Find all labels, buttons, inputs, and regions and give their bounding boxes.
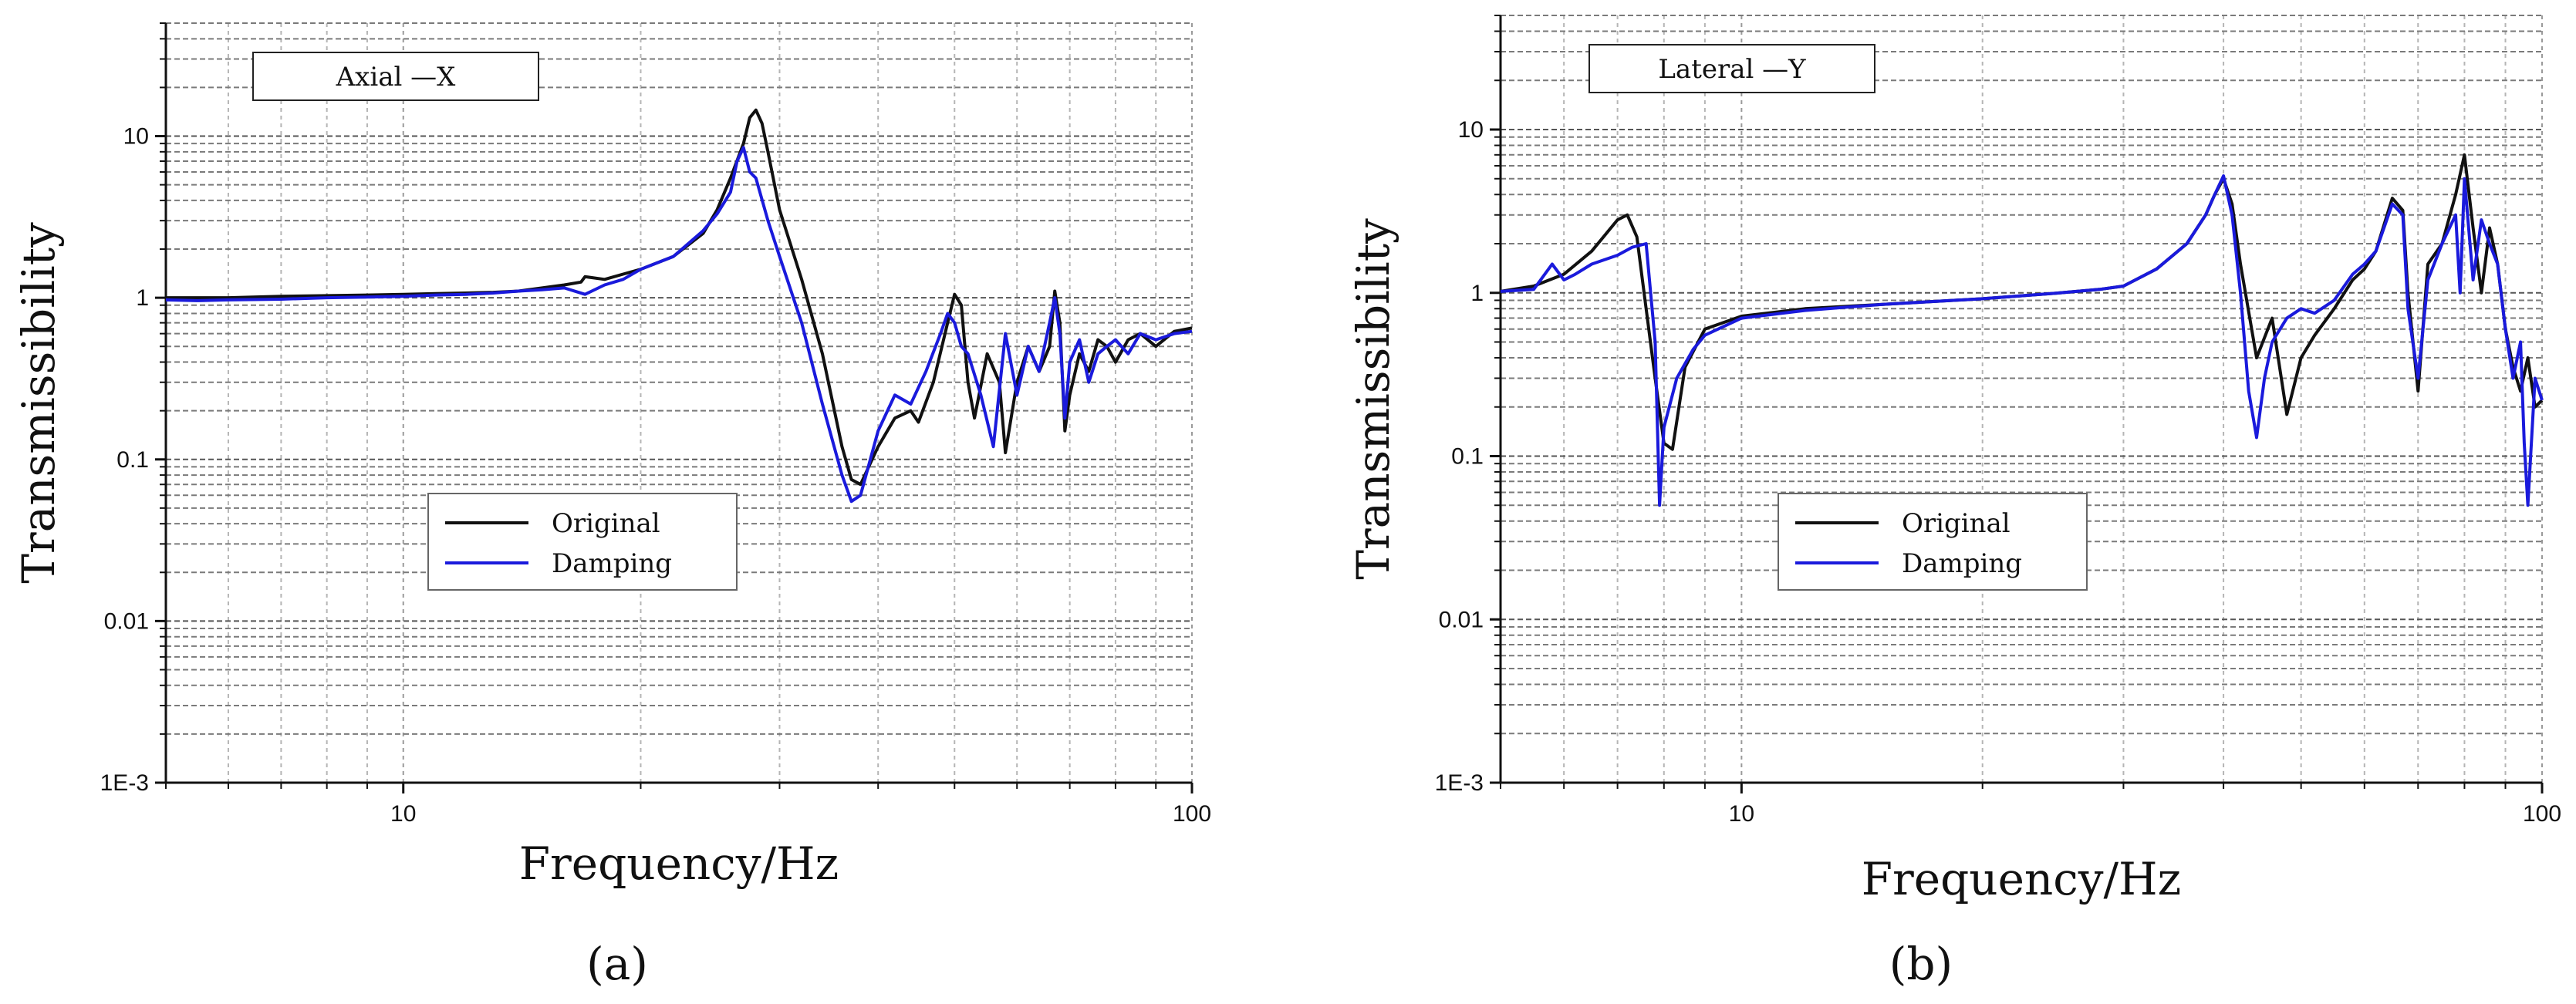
chart-title: Lateral —Y [1658, 54, 1806, 85]
y-axis-title: Transmissibility [1347, 218, 1399, 580]
panel-a: 1E-3 0.01 0.1 1 10 10 100 Axial —X Original Dampi… [12, 22, 1211, 990]
legend-box [1778, 493, 2088, 591]
y-axis-title: Transmissibility [12, 222, 65, 584]
y-tick-label: 10 [123, 124, 149, 150]
series-line-damping [165, 146, 1193, 504]
panel-b: 1E-3 0.01 0.1 1 10 10 100 Lateral —Y Original Dam… [1347, 15, 2561, 990]
x-axis-title: Frequency/Hz [1862, 853, 2181, 905]
panel-letter: (a) [586, 938, 648, 990]
panel-letter: (b) [1889, 938, 1953, 990]
x-tick-label: 100 [2523, 801, 2561, 827]
legend-label: Original [552, 508, 660, 539]
legend-box [427, 493, 738, 591]
x-tick-label: 100 [1173, 801, 1211, 827]
y-tick-label: 0.01 [104, 608, 149, 634]
x-tick-label: 10 [390, 801, 416, 827]
y-tick-label: 0.01 [1439, 607, 1484, 632]
legend-label: Original [1902, 508, 2010, 539]
y-tick-label: 1 [1470, 281, 1484, 306]
chart-title: Axial —X [336, 62, 457, 93]
y-tick-label: 0.1 [116, 447, 149, 473]
x-tick-label: 10 [1729, 801, 1754, 827]
series-line-damping [1500, 174, 2544, 507]
grid [165, 22, 1193, 783]
y-tick-label: 1 [136, 285, 149, 311]
y-tick-label: 1E-3 [1435, 770, 1484, 796]
y-tick-label: 0.1 [1451, 444, 1484, 470]
legend-label: Damping [1902, 548, 2022, 579]
y-tick-label: 1E-3 [100, 770, 149, 796]
legend-label: Damping [552, 548, 672, 579]
x-axis-title: Frequency/Hz [519, 837, 839, 890]
title-box [1588, 44, 1875, 93]
title-box [252, 52, 539, 101]
y-tick-label: 10 [1458, 117, 1484, 143]
